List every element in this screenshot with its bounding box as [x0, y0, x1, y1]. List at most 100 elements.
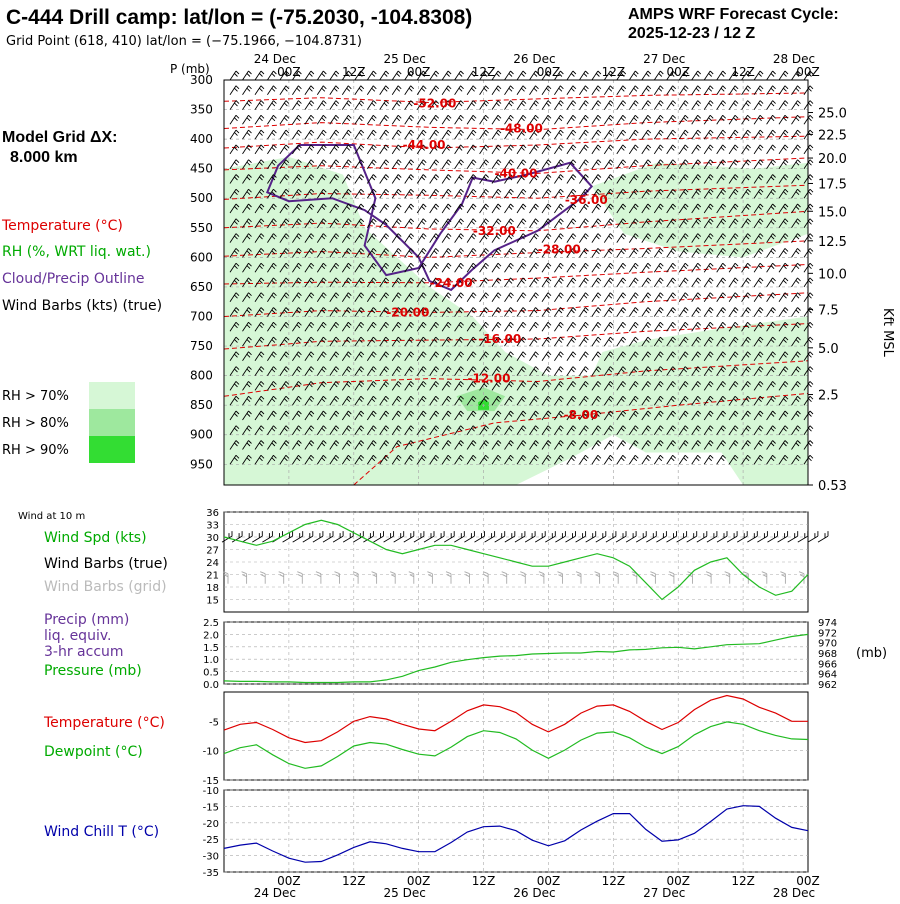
wind-barb	[529, 248, 539, 258]
pressure-tick-label: 850	[190, 398, 213, 412]
surface-wind-barb-true	[312, 531, 324, 543]
wind-barb	[803, 174, 814, 184]
wind-barb	[603, 188, 614, 199]
wind-barb-shaft	[653, 70, 664, 81]
wind-barb	[491, 454, 502, 465]
wind-barb	[379, 129, 390, 140]
wind-barb-shaft	[391, 277, 402, 288]
wind-barb-shaft	[554, 85, 564, 96]
wind-barb-shaft	[741, 440, 751, 450]
wind-barb-shaft	[703, 277, 714, 288]
wind-barb	[329, 410, 340, 421]
wind-barb-shaft	[691, 454, 702, 465]
wind-barb-shaft	[416, 395, 427, 406]
wind-barb	[616, 425, 627, 435]
wind-barb	[753, 174, 764, 184]
wind-barb	[242, 351, 252, 362]
surface-wind-barb-shaft	[514, 531, 526, 543]
wind-barb	[391, 85, 402, 96]
wind-barb-shaft	[716, 277, 727, 288]
wind-barb-shaft	[716, 336, 727, 347]
wind-barb	[541, 307, 552, 317]
wind-barb-shaft	[354, 174, 365, 184]
wind-barb	[616, 85, 627, 96]
wind-barb	[791, 144, 801, 155]
wind-barb	[229, 395, 240, 406]
wind-barb-shaft	[766, 233, 776, 243]
wind-barb	[616, 159, 627, 169]
surface-wind-barb-shaft	[777, 531, 789, 543]
wind-barb	[628, 381, 639, 391]
wind-barb	[279, 144, 290, 155]
wind-barb-shaft	[404, 381, 415, 391]
surface-wind-barb-grid	[538, 571, 545, 584]
wind-barb-shaft	[666, 129, 677, 140]
wind-barb-shaft	[366, 233, 377, 243]
surface-wind-barb-shaft	[767, 531, 778, 543]
wind-barb-shaft	[791, 129, 801, 140]
wind-barb-shaft	[292, 307, 302, 317]
wind-barb	[554, 410, 564, 421]
wind-barb	[666, 351, 677, 362]
wind-barb-shaft	[666, 381, 677, 391]
wind-barb	[466, 174, 477, 184]
wind-barb	[354, 70, 365, 81]
wind-barb	[254, 114, 265, 125]
surface-wind-barb-true	[757, 531, 768, 543]
wind-barb	[728, 292, 739, 302]
wind-barb-shaft	[379, 440, 390, 450]
wind-barb	[316, 277, 327, 288]
wind-barb-shaft	[279, 144, 290, 155]
wind-barb	[391, 292, 402, 302]
legend-precip-3: 3-hr accum	[44, 644, 124, 660]
wind-barb-shaft	[454, 381, 464, 391]
wind-barb	[616, 144, 627, 155]
wind-barb	[691, 248, 702, 258]
wind-barb-shaft	[666, 174, 677, 184]
wind-barb-shaft	[791, 100, 801, 110]
wind-barb-shaft	[653, 100, 664, 110]
wind-barb-shaft	[379, 218, 390, 229]
wind-barb-shaft	[491, 381, 502, 391]
wind-barb-shaft	[653, 233, 664, 243]
wind-barb-shaft	[741, 351, 751, 362]
wind-barb-shaft	[741, 262, 751, 273]
wind-barb-shaft	[666, 159, 677, 169]
wind-barb-shaft	[304, 425, 315, 435]
wind-barb-shaft	[242, 70, 252, 81]
wind-barb-shaft	[391, 351, 402, 362]
surface-wind-barb-true	[635, 531, 647, 543]
wind-barb	[454, 129, 464, 140]
wind-barb	[366, 336, 377, 347]
wind-barb	[529, 100, 539, 110]
wind-barb	[541, 351, 552, 362]
wind-barb-shaft	[466, 218, 477, 229]
wind-barb-shaft	[541, 292, 552, 302]
wind-barb	[242, 233, 252, 243]
wind-barb	[703, 233, 714, 243]
wind-barb	[242, 454, 252, 465]
wind-barb	[616, 307, 627, 317]
wind-barb	[391, 395, 402, 406]
wind-barb	[267, 277, 277, 288]
wind-barb	[541, 85, 552, 96]
wind-barb-shaft	[728, 440, 739, 450]
wind-barb	[229, 262, 240, 273]
temperature-contour-label: -52.00	[413, 97, 456, 111]
wind-barb	[529, 203, 539, 214]
surface-wind-barb-shaft	[686, 531, 698, 543]
wind-barb	[292, 114, 302, 125]
wind-barb	[254, 233, 265, 243]
wind-barb	[641, 440, 652, 450]
wind-barb	[229, 336, 240, 347]
wind-barb-shaft	[304, 248, 315, 258]
wind-barb	[242, 366, 252, 376]
wind-barb	[591, 336, 602, 347]
temperature-contour-label: -28.00	[538, 243, 581, 257]
wind-barb-shaft	[267, 395, 277, 406]
wind-barb	[691, 336, 702, 347]
wind-barb-shaft	[616, 114, 627, 125]
wind-barb-shaft	[229, 410, 240, 421]
wind-barb-shaft	[566, 454, 577, 465]
wind-barb-shaft	[379, 277, 390, 288]
